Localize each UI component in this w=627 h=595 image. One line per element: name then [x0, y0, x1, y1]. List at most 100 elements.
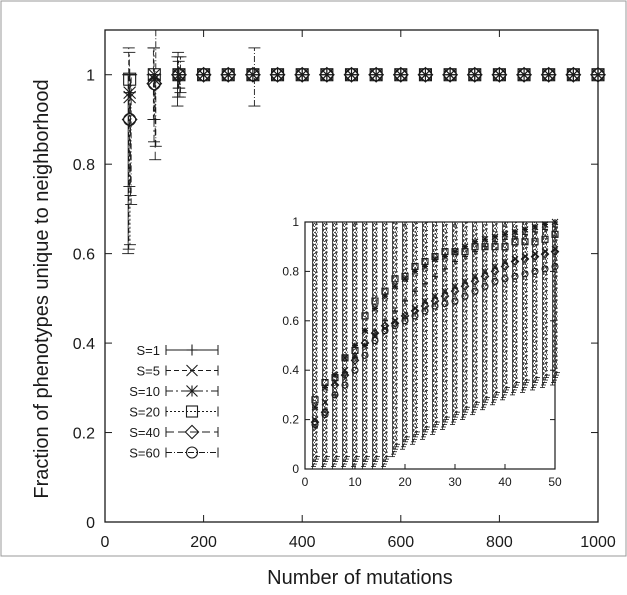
inset-error-bar: [490, 222, 495, 406]
inset-data-point: [422, 280, 428, 287]
error-bar: [122, 47, 135, 250]
inset-data-point: [440, 291, 450, 301]
inset-error-bar: [342, 222, 347, 465]
data-point: [565, 66, 582, 83]
inset-error-bar: [443, 222, 448, 423]
inset-error-bar: [382, 222, 387, 465]
inset-data-point: [421, 257, 429, 266]
inset-x-tick-label: 30: [448, 475, 462, 489]
inset-error-bar: [493, 222, 498, 398]
error-bar: [173, 74, 186, 98]
inset-error-bar: [322, 222, 327, 465]
inset-error-bar: [462, 222, 467, 416]
inset-data-point: [511, 228, 519, 236]
inset-error-bar: [370, 222, 375, 470]
inset-error-bar: [484, 222, 489, 401]
inset-error-bar: [475, 222, 480, 403]
inset-error-bar: [384, 222, 389, 460]
data-point: [244, 66, 261, 83]
inset-error-bar: [414, 222, 419, 435]
data-point: [394, 68, 408, 82]
inset-data-point: [541, 235, 549, 243]
inset-error-bar: [423, 222, 428, 433]
inset-data-point: [461, 277, 469, 285]
inset-data-point: [461, 292, 469, 300]
legend-label: S=1: [137, 343, 161, 358]
inset-error-bar: [325, 222, 330, 458]
inset-error-bar: [324, 222, 329, 460]
x-tick-label: 0: [101, 534, 110, 551]
inset-data-point: [441, 287, 449, 295]
inset-error-bar: [315, 222, 320, 458]
inset-data-point: [541, 265, 549, 273]
inset-error-bar: [380, 222, 385, 470]
inset-data-point: [351, 346, 359, 354]
inset-error-bar: [535, 222, 540, 379]
data-point: [121, 111, 138, 128]
inset-error-bar: [503, 222, 508, 393]
data-point: [320, 68, 334, 82]
inset-data-point: [431, 292, 439, 300]
inset-error-bar: [321, 222, 326, 467]
inset-error-bar: [310, 222, 315, 470]
inset-error-bar: [392, 222, 397, 453]
inset-error-bar: [323, 222, 328, 462]
inset-error-bar: [541, 222, 546, 386]
legend-label: S=60: [129, 446, 160, 461]
inset-data-point: [511, 238, 519, 246]
data-point: [442, 66, 459, 83]
inset-error-bar: [405, 222, 410, 438]
inset-error-bar: [421, 222, 426, 438]
y-tick-label: 0.4: [73, 336, 95, 353]
inset-data-point: [391, 322, 399, 330]
inset-error-bar: [432, 222, 437, 430]
inset-data-point: [331, 391, 339, 399]
y-tick-label: 0.2: [73, 426, 95, 443]
inset-error-bar: [365, 222, 370, 458]
inset-data-point: [342, 372, 348, 379]
error-bar: [125, 74, 138, 205]
inset-data-point: [361, 312, 369, 320]
inset-data-point: [521, 253, 529, 260]
inset-data-point: [371, 305, 379, 312]
inset-data-point: [421, 307, 429, 315]
data-point: [246, 68, 260, 82]
inset-data-point: [461, 248, 469, 256]
inset-data-point: [371, 332, 379, 340]
inset-error-bar: [352, 222, 357, 465]
inset-error-bar: [545, 222, 550, 376]
inset-error-bar: [320, 222, 325, 470]
inset-data-point: [421, 297, 429, 305]
inset-data-point: [471, 243, 479, 251]
inset-data-point: [481, 235, 489, 243]
inset-data-point: [511, 255, 519, 263]
inset-x-tick-label: 20: [398, 475, 412, 489]
inset-data-point: [500, 262, 510, 271]
inset-error-bar: [524, 222, 529, 383]
inset-data-point: [501, 258, 509, 265]
error-bar: [149, 74, 162, 161]
inset-data-point: [321, 398, 329, 406]
inset-data-point: [491, 243, 499, 251]
inset-data-point: [551, 262, 559, 271]
data-point: [147, 77, 161, 91]
inset-data-point: [441, 248, 449, 256]
inset-data-point: [471, 287, 479, 295]
inset-error-bar: [334, 222, 339, 460]
inset-error-bar: [401, 222, 406, 448]
inset-data-point: [321, 411, 329, 419]
inset-error-bar: [551, 222, 556, 383]
inset-data-point: [431, 302, 439, 310]
data-point: [270, 68, 285, 82]
inset-y-tick-label: 0: [292, 462, 299, 476]
inset-error-bar: [344, 222, 349, 460]
inset-error-bar: [482, 222, 487, 406]
inset-y-tick-label: 0.8: [282, 264, 299, 278]
data-point: [418, 68, 433, 82]
inset-data-point: [491, 233, 499, 241]
inset-data-point: [330, 380, 340, 390]
inset-error-bar: [483, 222, 488, 403]
